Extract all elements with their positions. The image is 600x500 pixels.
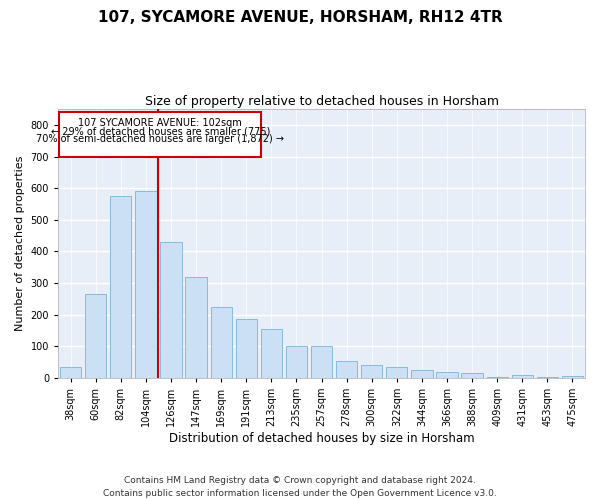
Text: Contains HM Land Registry data © Crown copyright and database right 2024.
Contai: Contains HM Land Registry data © Crown c… — [103, 476, 497, 498]
Bar — [85, 294, 106, 378]
Title: Size of property relative to detached houses in Horsham: Size of property relative to detached ho… — [145, 95, 499, 108]
Bar — [487, 377, 508, 378]
Bar — [160, 242, 182, 378]
Bar — [211, 307, 232, 378]
Bar — [260, 329, 282, 378]
X-axis label: Distribution of detached houses by size in Horsham: Distribution of detached houses by size … — [169, 432, 475, 445]
Bar — [135, 192, 157, 378]
Text: 70% of semi-detached houses are larger (1,872) →: 70% of semi-detached houses are larger (… — [37, 134, 284, 144]
Y-axis label: Number of detached properties: Number of detached properties — [15, 156, 25, 331]
Text: ← 29% of detached houses are smaller (775): ← 29% of detached houses are smaller (77… — [50, 126, 270, 136]
Bar — [311, 346, 332, 378]
Bar — [436, 372, 458, 378]
Bar — [361, 366, 382, 378]
Text: 107, SYCAMORE AVENUE, HORSHAM, RH12 4TR: 107, SYCAMORE AVENUE, HORSHAM, RH12 4TR — [98, 10, 502, 25]
Bar — [336, 360, 357, 378]
Text: 107 SYCAMORE AVENUE: 102sqm: 107 SYCAMORE AVENUE: 102sqm — [79, 118, 242, 128]
Bar — [386, 367, 407, 378]
Bar — [110, 196, 131, 378]
Bar — [286, 346, 307, 378]
Bar — [185, 276, 207, 378]
Bar — [411, 370, 433, 378]
Bar — [461, 373, 483, 378]
FancyBboxPatch shape — [59, 112, 262, 156]
Bar — [60, 367, 81, 378]
Bar — [236, 320, 257, 378]
Bar — [512, 375, 533, 378]
Bar — [562, 376, 583, 378]
